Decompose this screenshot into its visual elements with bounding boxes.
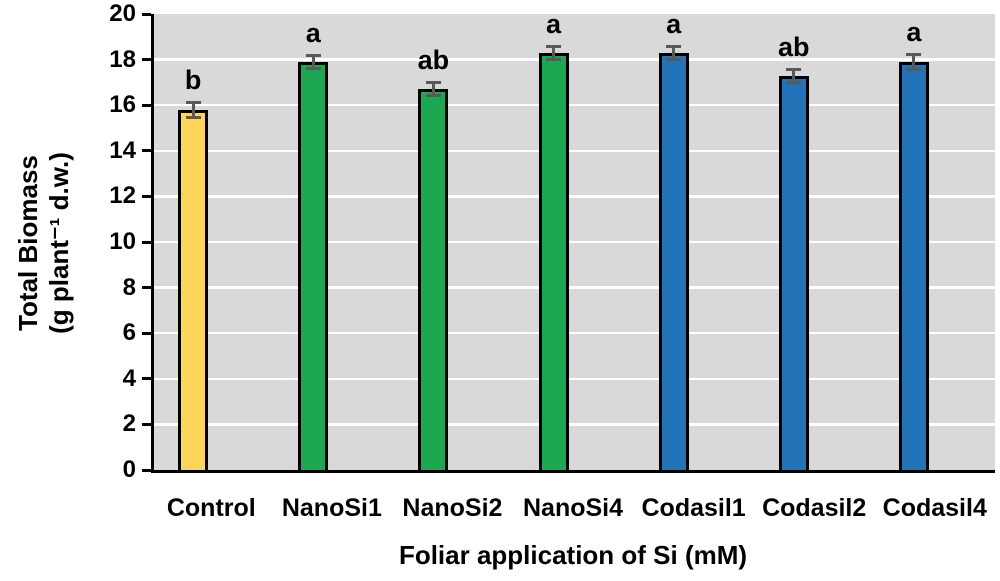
significance-letter-nanosi1: a bbox=[305, 17, 321, 48]
plot-area: b a ab a a ab a bbox=[151, 10, 995, 473]
y-axis-tick-mark bbox=[142, 103, 151, 107]
y-axis-tick-label: 14 bbox=[109, 136, 136, 164]
gridline-y10 bbox=[154, 240, 995, 244]
y-axis-tick-mark bbox=[142, 468, 151, 472]
gridline-y4 bbox=[154, 377, 995, 381]
x-axis-category-label-nanosi4: NanoSi4 bbox=[523, 494, 624, 522]
significance-letter-nanosi2: ab bbox=[417, 45, 450, 76]
significance-letter-codasil2: ab bbox=[778, 31, 810, 62]
y-axis-tick-mark bbox=[142, 331, 151, 335]
error-bar-whisker bbox=[552, 44, 555, 61]
y-axis-tick-label: 6 bbox=[122, 319, 136, 347]
error-bar-cap bbox=[425, 94, 441, 98]
y-axis-tick-label: 18 bbox=[109, 45, 136, 73]
y-axis-title-line1: Total Biomass bbox=[13, 155, 43, 331]
error-bar-whisker bbox=[912, 52, 916, 71]
significance-letter-codasil4: a bbox=[906, 16, 922, 47]
bar-codasil2 bbox=[778, 75, 809, 470]
error-bar-cap bbox=[786, 80, 802, 84]
x-axis-category-label-control: Control bbox=[166, 494, 256, 522]
error-bar-whisker bbox=[191, 100, 195, 119]
y-axis-tick-mark bbox=[142, 240, 151, 244]
gridline-y14 bbox=[154, 149, 995, 153]
y-axis-tick-mark bbox=[142, 286, 151, 290]
error-bar-whisker bbox=[431, 81, 435, 98]
error-bar-cap bbox=[546, 57, 561, 61]
gridline-y2 bbox=[154, 423, 995, 426]
x-axis-title: Foliar application of Si (mM) bbox=[398, 540, 748, 570]
y-axis-tick-label: 2 bbox=[122, 410, 136, 438]
bar-codasil4 bbox=[898, 61, 929, 470]
gridline-y18 bbox=[154, 58, 995, 61]
significance-letter-nanosi4: a bbox=[545, 8, 562, 39]
x-axis-category-label-nanosi1: NanoSi1 bbox=[281, 494, 382, 522]
gridline-y12 bbox=[154, 195, 995, 198]
x-axis-category-label-nanosi2: NanoSi2 bbox=[402, 494, 503, 522]
y-axis-tick-mark bbox=[142, 149, 151, 153]
error-bar-cap bbox=[906, 52, 922, 56]
error-bar-cap bbox=[185, 100, 201, 104]
significance-letter-control: b bbox=[184, 64, 202, 95]
y-axis-tick-label: 20 bbox=[109, 0, 136, 27]
x-axis-category-label-codasil1: Codasil1 bbox=[641, 494, 746, 522]
y-axis-tick-mark bbox=[142, 377, 151, 381]
y-axis-tick-label: 4 bbox=[122, 364, 136, 392]
bar-nanosi2 bbox=[418, 89, 449, 470]
error-bar-whisker bbox=[672, 44, 676, 61]
error-bar-whisker bbox=[311, 53, 315, 70]
y-axis-tick-label: 10 bbox=[109, 228, 136, 255]
error-bar-cap bbox=[786, 67, 802, 71]
y-axis-tick-label: 0 bbox=[122, 456, 136, 483]
x-axis-category-labels: Control NanoSi1 NanoSi2 NanoSi4 Codasil1 Coda… bbox=[151, 493, 995, 523]
bar-nanosi4 bbox=[538, 52, 569, 470]
bar-nanosi1 bbox=[298, 61, 329, 470]
y-axis-tick-label: 8 bbox=[122, 273, 136, 301]
x-axis-category-label-codasil2: Codasil2 bbox=[762, 494, 867, 522]
y-axis-title-line2: (g plant⁻¹ d.w.) bbox=[44, 152, 74, 334]
gridline-y8 bbox=[154, 286, 995, 289]
gridline-y6 bbox=[154, 331, 995, 335]
error-bar-cap bbox=[666, 57, 682, 61]
y-axis-tick-label: 12 bbox=[109, 182, 136, 210]
x-axis-category-label-codasil4: Codasil4 bbox=[882, 494, 987, 522]
error-bar-cap bbox=[425, 81, 441, 85]
significance-letter-codasil1: a bbox=[666, 8, 682, 39]
error-bar-cap bbox=[906, 68, 922, 71]
y-axis-title: Total Biomass (g plant⁻¹ d.w.) bbox=[13, 152, 75, 334]
y-axis-tick-mark bbox=[142, 58, 151, 62]
error-bar-cap bbox=[666, 44, 682, 48]
bar-control bbox=[178, 109, 209, 470]
error-bar-cap bbox=[546, 44, 561, 48]
y-axis-tick-mark bbox=[142, 422, 151, 426]
y-axis-tick-mark bbox=[142, 12, 151, 16]
y-axis-tick-mark bbox=[142, 194, 151, 198]
error-bar-cap bbox=[185, 115, 201, 119]
gridline-y16 bbox=[154, 103, 995, 107]
error-bar-whisker bbox=[792, 67, 796, 84]
error-bar-cap bbox=[305, 53, 321, 57]
y-axis-tick-label: 16 bbox=[109, 91, 136, 119]
error-bar-cap bbox=[305, 66, 321, 70]
bar-codasil1 bbox=[658, 52, 689, 470]
